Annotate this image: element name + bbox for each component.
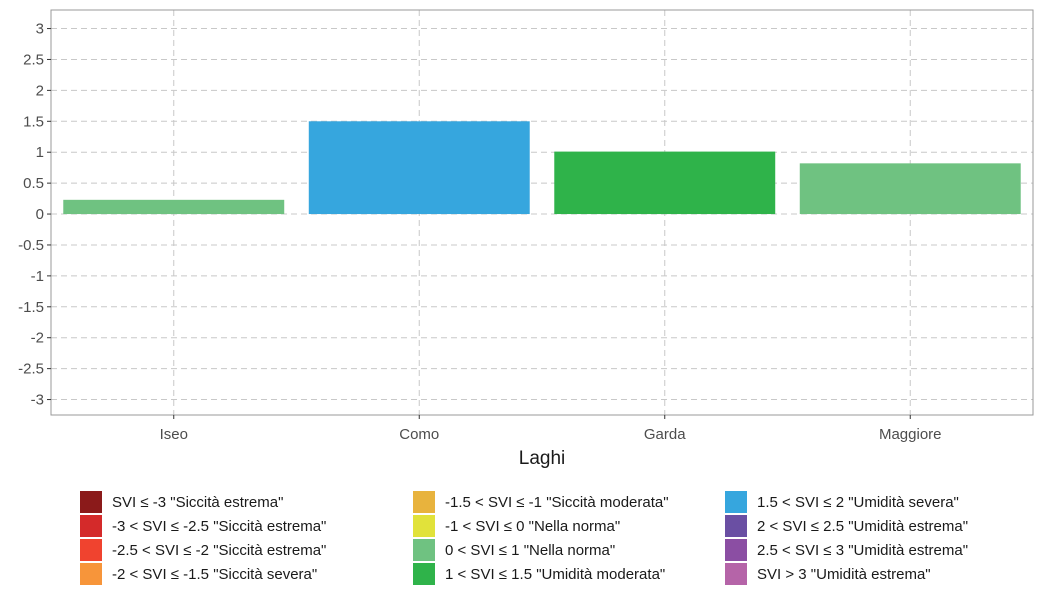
legend-item: 1 < SVI ≤ 1.5 "Umidità moderata" — [413, 562, 669, 586]
y-tick-label: -2.5 — [18, 361, 44, 378]
legend-item: 0 < SVI ≤ 1 "Nella norma" — [413, 538, 669, 562]
legend-swatch — [80, 539, 102, 561]
x-axis-title: Laghi — [519, 448, 566, 469]
legend-label: SVI > 3 "Umidità estrema" — [757, 565, 931, 583]
legend-label: 0 < SVI ≤ 1 "Nella norma" — [445, 541, 616, 559]
y-tick-label: -3 — [31, 392, 44, 409]
legend-column: -1.5 < SVI ≤ -1 "Siccità moderata" -1 < S… — [413, 490, 669, 586]
legend-swatch — [725, 539, 747, 561]
legend-item: SVI ≤ -3 "Siccità estrema" — [80, 490, 326, 514]
bar-como — [308, 121, 530, 215]
legend-label: 2 < SVI ≤ 2.5 "Umidità estrema" — [757, 517, 969, 535]
y-tick-label: 1.5 — [23, 113, 44, 130]
plot-frame — [50, 9, 1034, 416]
y-tick-label: 3 — [36, 21, 44, 38]
y-tick-label: -1 — [31, 268, 44, 285]
legend-item: SVI > 3 "Umidità estrema" — [725, 562, 968, 586]
bar-iseo — [63, 199, 285, 215]
bar-garda — [554, 151, 776, 215]
legend-swatch — [413, 515, 435, 537]
y-tick-label: 0.5 — [23, 175, 44, 192]
bars — [63, 121, 1021, 215]
x-tick-label: Iseo — [160, 426, 188, 443]
legend-column: SVI ≤ -3 "Siccità estrema" -3 < SVI ≤ -2.… — [80, 490, 326, 586]
x-tick-label: Como — [399, 426, 439, 443]
y-tick-label: 0 — [36, 206, 44, 223]
legend-swatch — [80, 563, 102, 585]
legend-item: -1 < SVI ≤ 0 "Nella norma" — [413, 514, 669, 538]
legend-item: 1.5 < SVI ≤ 2 "Umidità severa" — [725, 490, 968, 514]
y-tick-label: 1 — [36, 144, 44, 161]
legend-item: 2.5 < SVI ≤ 3 "Umidità estrema" — [725, 538, 968, 562]
y-tick-label: -2 — [31, 330, 44, 347]
legend-swatch — [413, 539, 435, 561]
legend-item: -3 < SVI ≤ -2.5 "Siccità estrema" — [80, 514, 326, 538]
legend-swatch — [80, 491, 102, 513]
y-tick-label: 2.5 — [23, 51, 44, 68]
y-tick-label: -0.5 — [18, 237, 44, 254]
y-tick-label: 2 — [36, 82, 44, 99]
legend-label: -2 < SVI ≤ -1.5 "Siccità severa" — [112, 565, 318, 583]
legend-label: SVI ≤ -3 "Siccità estrema" — [112, 493, 284, 511]
legend-label: -1.5 < SVI ≤ -1 "Siccità moderata" — [445, 493, 669, 511]
x-tick-label: Garda — [644, 426, 686, 443]
legend-label: -3 < SVI ≤ -2.5 "Siccità estrema" — [112, 517, 327, 535]
legend-label: 1 < SVI ≤ 1.5 "Umidità moderata" — [445, 565, 666, 583]
legend-swatch — [725, 563, 747, 585]
legend-label: 1.5 < SVI ≤ 2 "Umidità severa" — [757, 493, 959, 511]
legend-item: -2 < SVI ≤ -1.5 "Siccità severa" — [80, 562, 326, 586]
legend-item: -2.5 < SVI ≤ -2 "Siccità estrema" — [80, 538, 326, 562]
x-axis: Iseo Como Garda Maggiore — [160, 415, 942, 443]
legend-label: -1 < SVI ≤ 0 "Nella norma" — [445, 517, 621, 535]
y-axis: 3 2.5 2 1.5 1 0.5 0 -0.5 -1 -1.5 -2 -2.5 -3 — [18, 21, 51, 409]
y-tick-label: -1.5 — [18, 299, 44, 316]
legend-swatch — [413, 491, 435, 513]
legend: SVI ≤ -3 "Siccità estrema" -3 < SVI ≤ -2.… — [80, 490, 1030, 594]
legend-label: 2.5 < SVI ≤ 3 "Umidità estrema" — [757, 541, 969, 559]
bar-maggiore — [799, 163, 1021, 215]
legend-swatch — [413, 563, 435, 585]
legend-item: 2 < SVI ≤ 2.5 "Umidità estrema" — [725, 514, 968, 538]
legend-column: 1.5 < SVI ≤ 2 "Umidità severa" 2 < SVI ≤ … — [725, 490, 968, 586]
legend-label: -2.5 < SVI ≤ -2 "Siccità estrema" — [112, 541, 327, 559]
legend-swatch — [725, 515, 747, 537]
x-tick-label: Maggiore — [879, 426, 942, 443]
legend-swatch — [725, 491, 747, 513]
legend-swatch — [80, 515, 102, 537]
legend-item: -1.5 < SVI ≤ -1 "Siccità moderata" — [413, 490, 669, 514]
